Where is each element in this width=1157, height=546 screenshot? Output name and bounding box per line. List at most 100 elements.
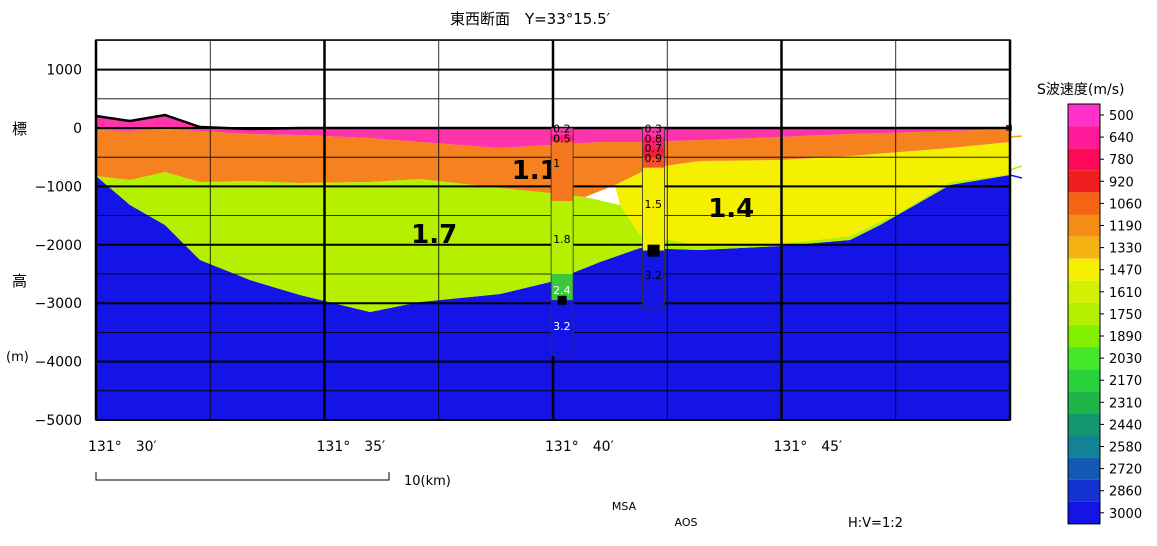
borehole-velocity-label: 0.7 xyxy=(645,142,663,155)
layer-label: 1.1 xyxy=(512,156,558,186)
x-tick-label: 131° 35′ xyxy=(317,439,386,455)
scale-bar-label: 10(km) xyxy=(404,474,451,489)
grid-lines xyxy=(94,39,1012,421)
borehole-bottom-marker xyxy=(557,295,567,305)
borehole-velocity-label: 1.5 xyxy=(645,198,663,211)
y-tick-label: −4000 xyxy=(35,355,82,371)
legend-label: 2580 xyxy=(1109,441,1142,456)
y-tick-label: 0 xyxy=(73,121,82,137)
legend-swatch xyxy=(1068,192,1100,215)
y-axis-title-char-2: 高 xyxy=(12,272,27,290)
legend-label: 2310 xyxy=(1109,396,1142,411)
borehole-velocity-label: 3.2 xyxy=(553,320,571,333)
borehole-segment xyxy=(551,141,574,201)
borehole-segment xyxy=(642,128,665,137)
layer-velocity-labels: 1.1 1.7 1.4 xyxy=(411,156,754,250)
legend-swatch xyxy=(1068,148,1100,171)
borehole-segment xyxy=(551,300,574,356)
borehole-outline xyxy=(642,127,665,310)
scale-ratio-label: H:V=1:2 xyxy=(848,516,903,531)
borehole-segment xyxy=(642,167,665,251)
borehole-segment xyxy=(551,274,574,301)
scale-bar: 10(km) xyxy=(95,472,451,489)
legend-label: 1060 xyxy=(1109,197,1142,212)
borehole-segment xyxy=(642,136,665,149)
legend-label: 1750 xyxy=(1109,308,1142,323)
borehole-velocity-label: 0.2 xyxy=(553,123,571,136)
legend-label: 2030 xyxy=(1109,352,1142,367)
offshore-line-upper xyxy=(1009,135,1023,138)
legend-swatch xyxy=(1068,170,1100,193)
legend-label: 2720 xyxy=(1109,463,1142,478)
legend-label: 920 xyxy=(1109,175,1134,190)
borehole-velocity-label: 1.8 xyxy=(553,233,571,246)
legend-swatch xyxy=(1068,435,1100,458)
borehole-outline xyxy=(550,127,574,357)
figure-title: 東西断面 Y=33°15.5′ xyxy=(450,10,611,28)
borehole-columns: 0.20.5 1 1.8 2.4 3.2 0.30.80.70.9 1.5 3.2 xyxy=(550,123,665,357)
legend-swatch xyxy=(1068,479,1100,502)
borehole-name-aos: AOS xyxy=(675,516,698,529)
legend-swatch xyxy=(1068,104,1100,127)
legend-label: 2440 xyxy=(1109,418,1142,433)
layer-label: 1.4 xyxy=(708,194,754,224)
borehole-velocity-label: 0.8 xyxy=(645,133,663,146)
legend-title: S波速度(m/s) xyxy=(1037,82,1124,98)
borehole-velocity-label: 3.2 xyxy=(645,269,663,282)
legend-label: 1610 xyxy=(1109,286,1142,301)
legend-swatch xyxy=(1068,280,1100,303)
legend-label: 500 xyxy=(1109,109,1134,124)
legend-swatch xyxy=(1068,369,1100,392)
legend-swatch xyxy=(1068,501,1100,524)
borehole-segment xyxy=(642,157,665,168)
borehole-bottom-marker xyxy=(647,244,660,257)
y-tick-label: −5000 xyxy=(35,413,82,429)
legend-swatch xyxy=(1068,457,1100,480)
y-axis-title-char-3: (m) xyxy=(6,350,29,365)
longitude-axis: 131° 30′ 131° 35′ 131° 40′ 131° 45′ xyxy=(88,439,842,455)
elevation-axis: 1000 0 −1000 −2000 −3000 −4000 −5000 xyxy=(35,63,82,429)
y-axis-title-char-1: 標 xyxy=(12,120,27,138)
borehole-velocity-label: 0.9 xyxy=(645,152,663,165)
legend-label: 640 xyxy=(1109,131,1134,146)
layer-1-4 xyxy=(615,142,1010,245)
legend-swatch xyxy=(1068,214,1100,237)
borehole-segment xyxy=(551,128,574,136)
borehole-aos: 0.30.80.70.9 1.5 3.2 xyxy=(642,123,665,310)
legend-label: 2860 xyxy=(1109,485,1142,500)
legend-label: 780 xyxy=(1109,153,1134,168)
legend-swatch xyxy=(1068,258,1100,281)
velocity-legend: 500 640 780 920 1060 1190 1330 1470 1610 1750 1890… xyxy=(1067,103,1142,525)
x-tick-label: 131° 45′ xyxy=(774,439,843,455)
borehole-velocity-label: 1 xyxy=(553,157,560,170)
layer-label: 1.7 xyxy=(411,220,457,250)
legend-label: 1470 xyxy=(1109,264,1142,279)
x-tick-label: 131° 40′ xyxy=(545,439,614,455)
legend-swatch xyxy=(1068,302,1100,325)
legend-label: 1330 xyxy=(1109,242,1142,257)
borehole-velocity-label: 0.3 xyxy=(645,123,663,136)
legend-swatch xyxy=(1068,236,1100,259)
legend-label: 3000 xyxy=(1109,507,1142,522)
legend-swatch xyxy=(1068,347,1100,370)
y-tick-label: 1000 xyxy=(46,63,82,79)
offshore-line-lower xyxy=(1009,174,1023,179)
borehole-velocity-label: 2.4 xyxy=(553,284,571,297)
legend-label: 1190 xyxy=(1109,220,1142,235)
borehole-msa: 0.20.5 1 1.8 2.4 3.2 xyxy=(550,123,574,357)
scale-bar-line xyxy=(95,472,390,481)
borehole-segment xyxy=(642,250,665,310)
borehole-name-msa: MSA xyxy=(612,500,637,513)
y-axis-title: 標 高 (m) xyxy=(6,120,29,365)
legend-frame xyxy=(1067,103,1101,525)
legend-swatch xyxy=(1068,126,1100,149)
borehole-segment xyxy=(551,135,574,142)
legend-label: 1890 xyxy=(1109,330,1142,345)
borehole-segment xyxy=(551,201,574,274)
y-tick-label: −1000 xyxy=(35,179,82,195)
x-tick-label: 131° 30′ xyxy=(88,439,157,455)
borehole-velocity-label: 0.5 xyxy=(553,133,571,146)
legend-swatch xyxy=(1068,325,1100,348)
y-tick-label: −3000 xyxy=(35,296,82,312)
